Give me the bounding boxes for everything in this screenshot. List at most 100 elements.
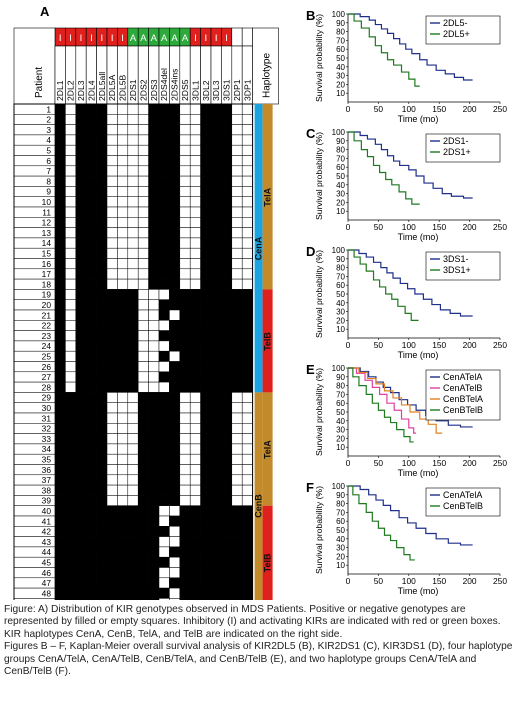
genotype-cell: [85, 350, 97, 362]
genotype-cell: [75, 165, 87, 177]
genotype-cell: [96, 526, 108, 537]
genotype-cell: [179, 505, 191, 517]
genotype-cell: [158, 536, 170, 548]
genotype-cell: [148, 350, 160, 362]
genotype-cell: [200, 196, 212, 208]
genotype-cell: [127, 206, 139, 218]
cen-haplotype-bar: [254, 104, 263, 393]
genotype-cell: [127, 309, 139, 321]
genotype-cell: [75, 484, 87, 496]
genotype-cell: [106, 598, 118, 600]
genotype-cell: [210, 402, 222, 414]
genotype-cell: [231, 361, 243, 373]
genotype-cell: [54, 433, 66, 445]
genotype-cell: [179, 433, 191, 445]
genotype-cell: [158, 330, 170, 342]
genotype-cell: [221, 371, 233, 383]
genotype-cell: [210, 577, 222, 589]
genotype-cell: [221, 361, 233, 373]
genotype-cell: [158, 402, 170, 414]
genotype-cell: [189, 114, 201, 125]
genotype-cell: [189, 433, 201, 445]
genotype-cell: [179, 186, 191, 197]
genotype-cell: [210, 165, 222, 177]
genotype-cell: [200, 505, 212, 517]
patient-id-cell: [13, 598, 56, 600]
genotype-cell: [231, 474, 243, 486]
genotype-cell: [106, 217, 118, 228]
genotype-cell: [137, 227, 149, 239]
km-ytick-label: 70: [336, 508, 345, 517]
genotype-cell: [137, 474, 149, 486]
km-xtick-label: 250: [493, 340, 507, 350]
genotype-cell: [169, 474, 181, 486]
genotype-cell: [85, 464, 97, 476]
genotype-cell: [241, 289, 253, 300]
genotype-cell: [117, 495, 129, 506]
genotype-cell: [127, 196, 139, 208]
genotype-cell: [189, 289, 201, 300]
genotype-cell: [65, 186, 77, 197]
genotype-cell: [158, 546, 170, 558]
genotype-cell: [158, 371, 170, 383]
genotype-cell: [65, 155, 77, 167]
gene-type-label: A: [130, 33, 137, 44]
genotype-cell: [200, 412, 212, 424]
genotype-cell: [200, 124, 212, 136]
genotype-cell: [169, 371, 181, 383]
genotype-cell: [231, 124, 243, 136]
genotype-cell: [148, 567, 160, 579]
genotype-cell: [117, 217, 129, 228]
tel-haplotype-bar: [262, 289, 273, 393]
genotype-cell: [127, 598, 139, 600]
genotype-cell: [65, 350, 77, 362]
genotype-cell: [200, 536, 212, 548]
genotype-cell: [148, 371, 160, 383]
genotype-cell: [117, 453, 129, 465]
patient-id: 10: [42, 197, 52, 207]
genotype-cell: [106, 402, 118, 414]
km-panel-label: B: [306, 8, 315, 23]
genotype-cell: [179, 289, 191, 300]
genotype-cell: [85, 186, 97, 197]
genotype-cell: [85, 124, 97, 136]
genotype-cell: [85, 227, 97, 239]
patient-id: 16: [42, 259, 52, 269]
km-ytick-label: 40: [336, 535, 345, 544]
genotype-cell: [137, 453, 149, 465]
genotype-cell: [221, 546, 233, 558]
genotype-cell: [75, 402, 87, 414]
genotype-cell: [241, 505, 253, 517]
genotype-cell: [231, 381, 243, 393]
genotype-cell: [127, 247, 139, 259]
genotype-cell: [65, 587, 77, 599]
genotype-cell: [65, 134, 77, 146]
genotype-cell: [96, 237, 108, 249]
cen-haplotype-label: CenA: [254, 236, 264, 260]
genotype-cell: [127, 258, 139, 270]
genotype-cell: [85, 412, 97, 424]
genotype-cell: [200, 433, 212, 445]
genotype-cell: [241, 412, 253, 424]
genotype-cell: [75, 474, 87, 486]
genotype-cell: [221, 484, 233, 496]
patient-id: 6: [46, 156, 51, 166]
genotype-cell: [158, 577, 170, 589]
genotype-cell: [179, 577, 191, 589]
genotype-cell: [179, 464, 191, 476]
genotype-cell: [106, 247, 118, 259]
genotype-cell: [179, 124, 191, 136]
genotype-cell: [54, 371, 66, 383]
genotype-cell: [54, 186, 66, 197]
genotype-cell: [127, 330, 139, 342]
genotype-cell: [200, 247, 212, 259]
genotype-cell: [200, 350, 212, 362]
genotype-cell: [54, 227, 66, 239]
genotype-cell: [117, 567, 129, 579]
genotype-cell: [127, 217, 139, 228]
genotype-cell: [137, 206, 149, 218]
km-panel-e: E Survival probability (%) 100908070605040…: [306, 362, 507, 478]
genotype-cell: [179, 484, 191, 496]
genotype-cell: [231, 206, 243, 218]
